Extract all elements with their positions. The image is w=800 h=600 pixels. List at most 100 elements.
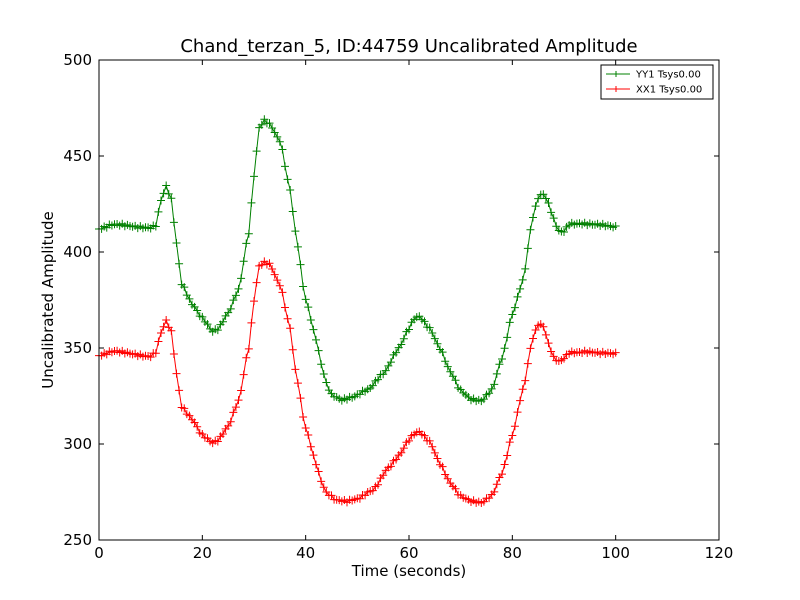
- data-point-marker: [250, 172, 258, 181]
- data-point-marker: [309, 451, 318, 460]
- data-point-marker: [164, 189, 173, 198]
- data-point-marker: [495, 360, 504, 369]
- data-point-marker: [299, 282, 308, 291]
- data-point-marker: [399, 334, 408, 343]
- x-tick-label: 120: [705, 544, 734, 562]
- data-point-marker: [317, 477, 326, 486]
- x-tick-label: 0: [94, 544, 104, 562]
- data-point-marker: [154, 337, 163, 346]
- data-point-marker: [492, 480, 501, 489]
- data-point-marker: [500, 460, 509, 469]
- data-point-marker: [304, 430, 313, 439]
- data-point-marker: [541, 194, 550, 203]
- data-point-marker: [273, 132, 282, 141]
- data-point-marker: [523, 244, 532, 253]
- data-point-marker: [159, 322, 168, 331]
- data-point-marker: [479, 395, 488, 404]
- data-point-marker: [314, 467, 323, 476]
- x-tick-label: 100: [601, 544, 630, 562]
- data-point-marker: [399, 444, 408, 453]
- data-point-marker: [306, 442, 315, 451]
- data-point-marker: [521, 264, 530, 273]
- data-point-marker: [265, 259, 274, 268]
- data-point-marker: [405, 436, 413, 445]
- data-point-marker: [405, 325, 413, 334]
- data-point-marker: [549, 214, 558, 223]
- data-point-marker: [286, 186, 295, 195]
- data-point-marker: [505, 318, 514, 327]
- data-point-marker: [175, 386, 184, 395]
- data-point-marker: [244, 229, 253, 238]
- y-tick-label: 450: [63, 147, 92, 165]
- x-tick-label: 80: [503, 544, 522, 562]
- legend-label-yy1: YY1 Tsys0.00: [635, 70, 701, 81]
- data-point-marker: [306, 315, 315, 324]
- data-point-marker: [531, 202, 540, 211]
- data-point-marker: [180, 283, 189, 292]
- data-point-marker: [508, 431, 517, 440]
- data-point-marker: [516, 396, 525, 405]
- data-point-marker: [299, 413, 308, 422]
- series-1: [95, 257, 620, 507]
- data-point-marker: [516, 284, 525, 293]
- data-point-marker: [242, 239, 251, 248]
- data-point-marker: [167, 194, 176, 203]
- data-point-marker: [611, 348, 620, 357]
- data-point-marker: [309, 325, 318, 334]
- data-point-marker: [510, 422, 519, 431]
- data-point-marker: [252, 278, 261, 287]
- data-point-marker: [441, 357, 450, 366]
- data-point-marker: [231, 291, 240, 300]
- data-point-marker: [379, 471, 388, 480]
- data-point-marker: [549, 352, 558, 361]
- data-point-marker: [162, 181, 171, 190]
- x-axis-label: Time (seconds): [351, 562, 467, 580]
- chart-title: Chand_terzan_5, ID:44759 Uncalibrated Am…: [180, 36, 637, 57]
- data-point-marker: [268, 124, 277, 133]
- data-point-marker: [213, 437, 222, 446]
- data-point-marker: [162, 315, 171, 324]
- data-point-marker: [374, 375, 382, 384]
- data-point-marker: [172, 239, 181, 248]
- data-point-marker: [190, 418, 199, 427]
- data-point-marker: [531, 325, 540, 334]
- data-point-marker: [283, 175, 292, 184]
- data-point-marker: [322, 378, 331, 387]
- data-point-marker: [368, 381, 377, 390]
- data-point-marker: [386, 462, 395, 471]
- data-point-marker: [252, 147, 261, 156]
- data-point-marker: [392, 348, 401, 357]
- data-point-marker: [175, 259, 184, 268]
- data-point-marker: [392, 455, 401, 464]
- data-point-marker: [539, 190, 548, 199]
- data-point-marker: [239, 370, 248, 379]
- data-point-marker: [229, 408, 238, 417]
- data-point-marker: [490, 380, 499, 389]
- x-tick-label: 20: [193, 544, 212, 562]
- data-point-marker: [304, 303, 313, 312]
- data-point-marker: [544, 339, 553, 348]
- data-point-marker: [485, 389, 494, 398]
- data-point-marker: [226, 417, 235, 426]
- data-point-marker: [446, 367, 455, 376]
- data-point-marker: [296, 394, 305, 403]
- data-point-marker: [275, 281, 284, 290]
- data-point-marker: [169, 218, 178, 227]
- data-point-marker: [425, 323, 434, 332]
- data-point-marker: [291, 365, 300, 374]
- data-point-marker: [420, 431, 429, 440]
- data-point-marker: [314, 346, 323, 355]
- data-point-marker: [451, 376, 460, 385]
- data-point-marker: [288, 345, 297, 354]
- data-point-marker: [224, 421, 233, 430]
- data-point-marker: [296, 260, 305, 269]
- data-point-marker: [203, 320, 212, 329]
- data-point-marker: [397, 340, 406, 349]
- x-tick-label: 40: [296, 544, 315, 562]
- data-point-marker: [185, 411, 194, 420]
- data-point-marker: [368, 486, 377, 495]
- data-point-marker: [433, 454, 442, 463]
- legend: YY1 Tsys0.00 XX1 Tsys0.00: [600, 64, 714, 100]
- data-point-marker: [508, 310, 517, 319]
- data-point-marker: [226, 304, 235, 313]
